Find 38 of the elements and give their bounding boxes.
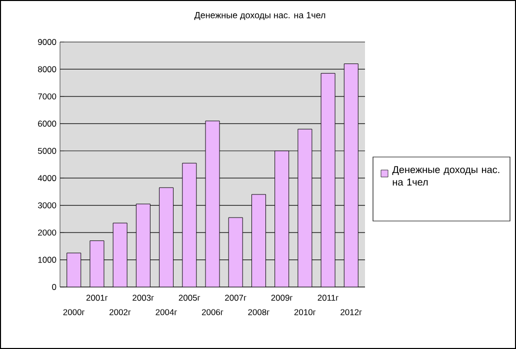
bar bbox=[274, 150, 290, 287]
bar bbox=[228, 217, 243, 287]
x-tick-label: 2008г bbox=[248, 309, 270, 316]
y-tick-label: 9000 bbox=[38, 39, 56, 45]
x-tick-label: 2002г bbox=[110, 309, 131, 316]
y-tick-label: 4000 bbox=[38, 175, 56, 182]
y-tick-label: 1000 bbox=[38, 256, 56, 263]
y-tick-label: 7000 bbox=[38, 93, 56, 100]
x-tick-label: 2011г bbox=[318, 294, 338, 301]
x-tick-label: 2006г bbox=[202, 309, 224, 316]
x-tick-label: 2007г bbox=[225, 294, 246, 301]
y-tick-label: 5000 bbox=[38, 148, 56, 154]
x-tick-label: 2004г bbox=[156, 309, 178, 316]
y-tick-label: 0 bbox=[52, 284, 56, 290]
x-tick-label: 2001г bbox=[86, 294, 108, 301]
x-tick-label: 2000г bbox=[63, 309, 85, 316]
legend-label: Денежные доходы нас. на 1чел bbox=[392, 166, 500, 186]
bar bbox=[182, 162, 197, 287]
x-tick-label: 2009г bbox=[271, 294, 293, 301]
bar bbox=[112, 222, 128, 287]
x-tick-label: 2005г bbox=[178, 294, 200, 301]
bar bbox=[136, 204, 150, 287]
bar bbox=[251, 194, 266, 287]
y-tick-label: 8000 bbox=[38, 66, 56, 72]
y-tick-label: 6000 bbox=[38, 120, 56, 127]
bar bbox=[90, 240, 104, 287]
y-tick-label: 2000 bbox=[38, 230, 56, 236]
x-tick-label: 2010г bbox=[294, 309, 316, 316]
bar bbox=[344, 64, 358, 287]
bar bbox=[159, 187, 174, 287]
bar bbox=[66, 252, 82, 287]
bar bbox=[205, 120, 220, 287]
bar bbox=[298, 128, 312, 287]
x-tick-label: 2012г bbox=[340, 309, 362, 316]
x-tick-label: 2003г bbox=[132, 294, 154, 301]
y-tick-label: 3000 bbox=[38, 202, 56, 208]
chart-title: Денежные доходы нас. на 1чел bbox=[194, 12, 326, 20]
bar bbox=[320, 73, 336, 287]
